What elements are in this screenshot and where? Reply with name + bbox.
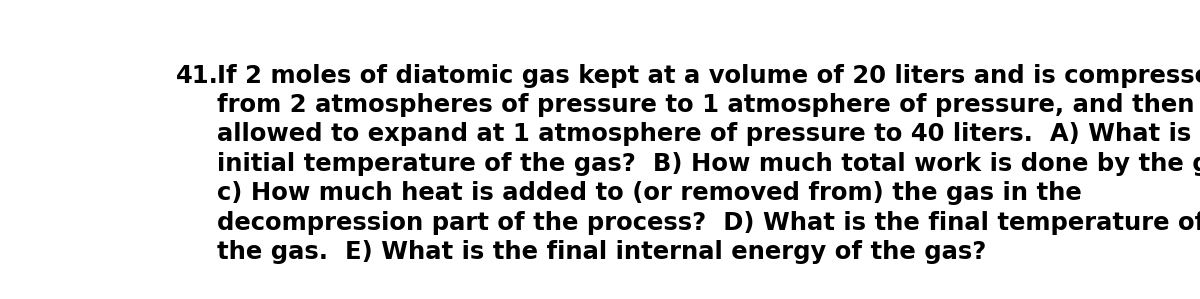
Text: from 2 atmospheres of pressure to 1 atmosphere of pressure, and then: from 2 atmospheres of pressure to 1 atmo… xyxy=(217,93,1194,117)
Text: allowed to expand at 1 atmosphere of pressure to 40 liters.  A) What is the: allowed to expand at 1 atmosphere of pre… xyxy=(217,123,1200,147)
Text: the gas.  E) What is the final internal energy of the gas?: the gas. E) What is the final internal e… xyxy=(217,240,986,264)
Text: c) How much heat is added to (or removed from) the gas in the: c) How much heat is added to (or removed… xyxy=(217,181,1081,205)
Text: decompression part of the process?  D) What is the final temperature of: decompression part of the process? D) Wh… xyxy=(217,211,1200,235)
Text: If 2 moles of diatomic gas kept at a volume of 20 liters and is compressed: If 2 moles of diatomic gas kept at a vol… xyxy=(217,63,1200,88)
Text: 41.: 41. xyxy=(176,63,218,88)
Text: initial temperature of the gas?  B) How much total work is done by the gas.: initial temperature of the gas? B) How m… xyxy=(217,152,1200,176)
